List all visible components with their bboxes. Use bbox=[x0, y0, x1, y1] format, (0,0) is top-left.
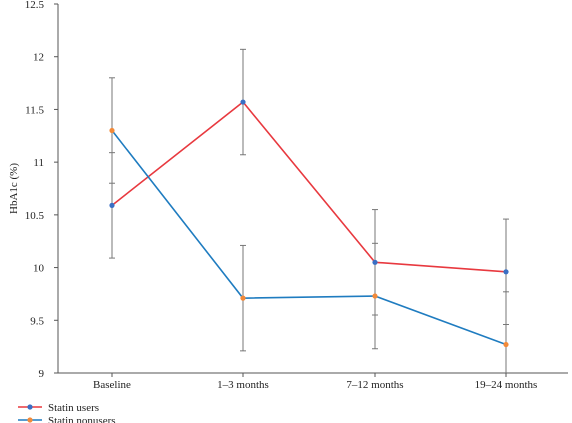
y-tick-label: 10.5 bbox=[25, 210, 45, 222]
legend-marker bbox=[27, 417, 33, 423]
data-point bbox=[503, 341, 509, 348]
y-tick-label: 9.5 bbox=[30, 315, 44, 327]
data-point bbox=[240, 99, 246, 105]
y-axis-title: HbA1c (%) bbox=[8, 163, 20, 214]
x-tick-label: Baseline bbox=[93, 379, 131, 391]
y-tick-label: 12 bbox=[33, 52, 44, 64]
legend-marker bbox=[27, 404, 33, 410]
legend-label: Statin nonusers bbox=[48, 415, 116, 423]
legend-label: Statin users bbox=[48, 402, 99, 414]
data-point bbox=[240, 295, 246, 301]
data-point bbox=[372, 293, 378, 299]
y-tick-label: 11 bbox=[33, 157, 44, 169]
x-tick-label: 19–24 months bbox=[475, 379, 538, 391]
data-point bbox=[109, 202, 115, 208]
y-tick-label: 11.5 bbox=[25, 104, 44, 116]
x-tick-label: 1–3 months bbox=[217, 379, 269, 391]
data-point bbox=[372, 259, 378, 265]
y-tick-label: 10 bbox=[33, 263, 45, 275]
y-tick-label: 12.5 bbox=[25, 0, 45, 11]
x-tick-label: 7–12 months bbox=[346, 379, 403, 391]
series-line bbox=[111, 100, 507, 273]
data-point bbox=[503, 269, 509, 275]
y-tick-label: 9 bbox=[39, 368, 45, 380]
data-point bbox=[109, 127, 115, 134]
series-line bbox=[111, 130, 507, 346]
